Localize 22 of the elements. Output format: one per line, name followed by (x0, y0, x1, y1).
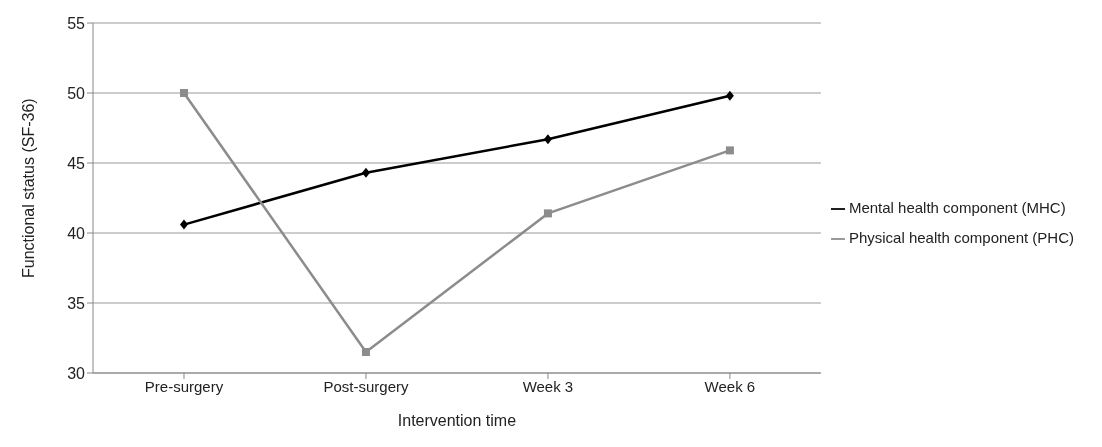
point (361, 348, 370, 356)
y-tick-label: 30 (67, 364, 86, 382)
point (543, 134, 552, 145)
legend-label: Physical health component (PHC) (848, 229, 1074, 246)
y-tick-label: 35 (67, 294, 86, 312)
y-tick-label: 40 (67, 224, 86, 242)
point (725, 90, 734, 101)
y-tick-label: 50 (67, 84, 86, 102)
x-axis-title: Intervention time (397, 412, 517, 429)
x-tick-label: Post-surgery (323, 377, 409, 395)
y-axis-title: Functional status (SF-36) (19, 98, 37, 278)
x-tick-label: Week 6 (704, 377, 756, 395)
point (179, 89, 188, 97)
point (725, 146, 734, 155)
y-tick-label: 55 (67, 14, 86, 32)
point (361, 167, 370, 178)
point (179, 219, 188, 230)
y-tick-label: 45 (67, 154, 86, 172)
x-tick-label: Pre-surgery (144, 377, 224, 395)
legend-label: Mental health component (MHC) (848, 199, 1066, 216)
point (543, 209, 552, 218)
x-tick-label: Week 3 (522, 377, 574, 395)
